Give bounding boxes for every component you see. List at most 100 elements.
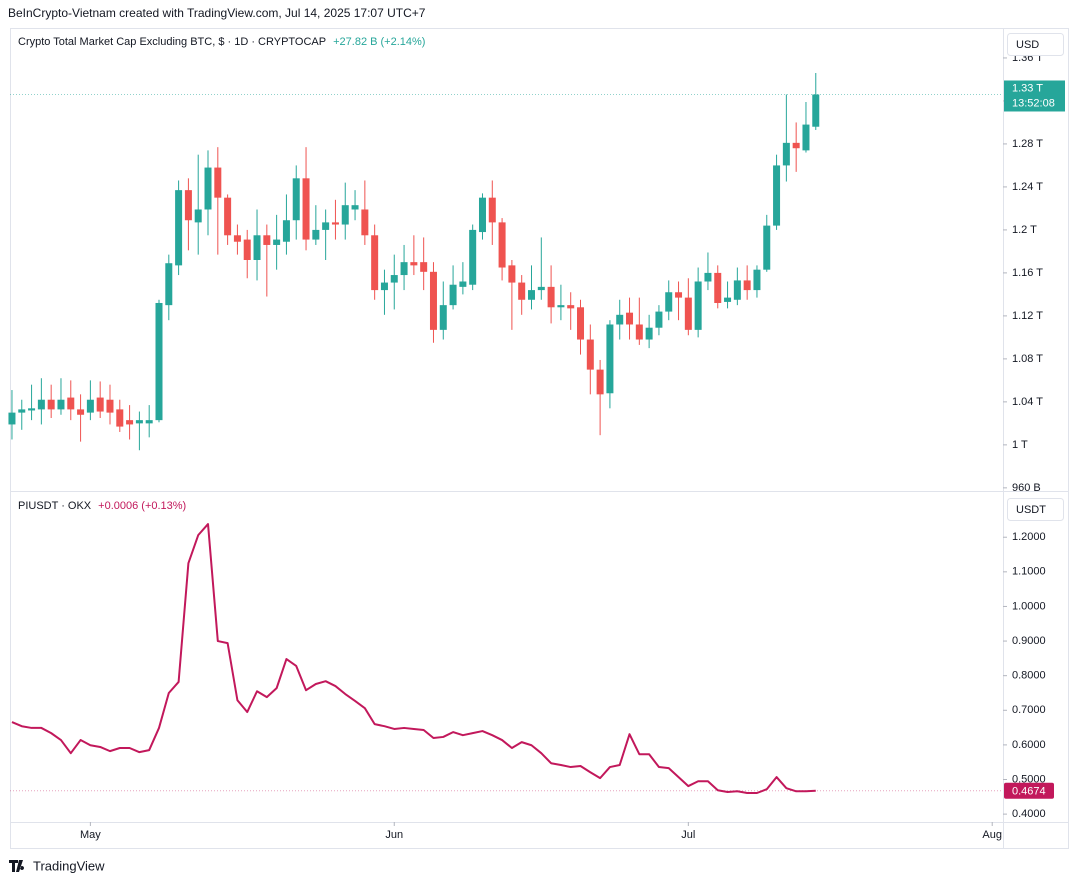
candle-body (400, 262, 408, 276)
candle-body (684, 297, 692, 330)
candle-body (96, 397, 104, 412)
y-tick-label: 0.5000 (1012, 773, 1046, 785)
pane: 960 B 1 T 1.04 T 1.08 T 1.12 T 1.16 T 1.2 T 1.2… (8, 52, 1065, 494)
candle-body (586, 339, 594, 370)
candle-body (243, 239, 251, 260)
y-tick-label: 0.4000 (1012, 808, 1046, 820)
pane-title: Crypto Total Market Cap Excluding BTC, $… (18, 36, 326, 48)
candle-body (743, 280, 751, 291)
y-tick-label: 1.1000 (1012, 566, 1046, 578)
y-tick-label: 1.2000 (1012, 531, 1046, 543)
candle-body (508, 265, 516, 283)
candle-body (655, 311, 663, 328)
candle-body (469, 229, 477, 285)
y-tick-label: 0.9000 (1012, 635, 1046, 647)
candle-body (253, 235, 261, 260)
candle-body (420, 262, 428, 272)
y-tick-label: 1 T (1012, 439, 1028, 451)
y-tick-label: 1.24 T (1012, 181, 1043, 193)
candle-body (184, 190, 192, 221)
candle-body (126, 420, 134, 425)
y-tick-label: 1.2 T (1012, 224, 1037, 236)
currency-label: USDT (1016, 504, 1046, 516)
candle-body (606, 324, 614, 394)
candle-body (577, 307, 585, 340)
candle-body (194, 209, 202, 223)
countdown: 13:52:08 (1012, 97, 1055, 109)
candle-body (724, 297, 732, 302)
candle-body (478, 197, 486, 233)
candle-body (439, 305, 447, 330)
candle-body (429, 271, 437, 330)
last-price-label: 0.4674 (1012, 786, 1046, 798)
candle-body (488, 197, 496, 223)
candle-body (459, 281, 467, 287)
candle-body (302, 178, 310, 240)
y-tick-label: 1.0000 (1012, 600, 1046, 612)
candle-body (331, 222, 339, 225)
candle-body (537, 286, 545, 291)
candle-body (214, 167, 222, 198)
candle-body (802, 124, 810, 151)
logo-icon (9, 860, 25, 872)
currency-label: USD (1016, 39, 1039, 51)
y-tick-label: 960 B (1012, 482, 1041, 494)
last-price-label: 1.33 T (1012, 82, 1043, 94)
candle-body (135, 420, 143, 424)
tradingview-logo: TradingView (9, 858, 105, 873)
candle-body (704, 272, 712, 282)
y-tick-label: 0.6000 (1012, 739, 1046, 751)
last-price-badge (1004, 80, 1065, 112)
candle-body (263, 235, 271, 245)
candle-body (341, 205, 349, 225)
candle-body (812, 94, 820, 127)
y-tick-label: 0.8000 (1012, 670, 1046, 682)
candle-body (77, 409, 85, 415)
candle-body (626, 312, 634, 325)
y-tick-label: 1.04 T (1012, 396, 1043, 408)
currency-box (1007, 498, 1064, 521)
y-tick-label: 1.28 T (1012, 138, 1043, 150)
candle-body (410, 262, 418, 266)
y-tick-label: 1.12 T (1012, 310, 1043, 322)
candle-body (224, 197, 232, 236)
candle-body (233, 235, 241, 242)
candle-body (547, 286, 555, 308)
pane: 0.4000 0.5000 0.6000 0.7000 0.8000 0.9000 1.00… (10, 523, 1054, 820)
candle-body (498, 222, 506, 268)
x-tick-label: Jun (385, 829, 403, 841)
x-tick-label: Aug (982, 829, 1002, 841)
pane-change: +0.0006 (+0.13%) (98, 500, 186, 512)
candle-body (47, 399, 55, 410)
candle-body (116, 409, 124, 427)
candle-body (390, 275, 398, 283)
candle-body (792, 142, 800, 149)
candle-body (773, 165, 781, 226)
candle-body (106, 399, 114, 413)
candle-body (8, 412, 16, 425)
candle-body (763, 225, 771, 270)
candle-body (645, 327, 653, 340)
candle-body (86, 399, 94, 413)
pane-title: PIUSDT · OKX (18, 500, 92, 512)
candle-body (635, 324, 643, 340)
candle-body (567, 305, 575, 309)
candle-body (145, 420, 153, 424)
candle-body (204, 167, 212, 210)
candle-body (782, 142, 790, 166)
candle-body (292, 178, 300, 221)
header-note: BeInCrypto-Vietnam created with TradingV… (8, 6, 426, 20)
candle-body (273, 239, 281, 245)
candle-body (753, 269, 761, 291)
pane-change: +27.82 B (+2.14%) (333, 36, 425, 48)
candle-body (371, 235, 379, 291)
candle-body (675, 292, 683, 298)
candle-body (733, 280, 741, 300)
candle-body (714, 272, 722, 303)
candle-body (361, 209, 369, 236)
candle-body (322, 222, 330, 230)
candle-body (527, 290, 535, 300)
candle-body (557, 305, 565, 308)
